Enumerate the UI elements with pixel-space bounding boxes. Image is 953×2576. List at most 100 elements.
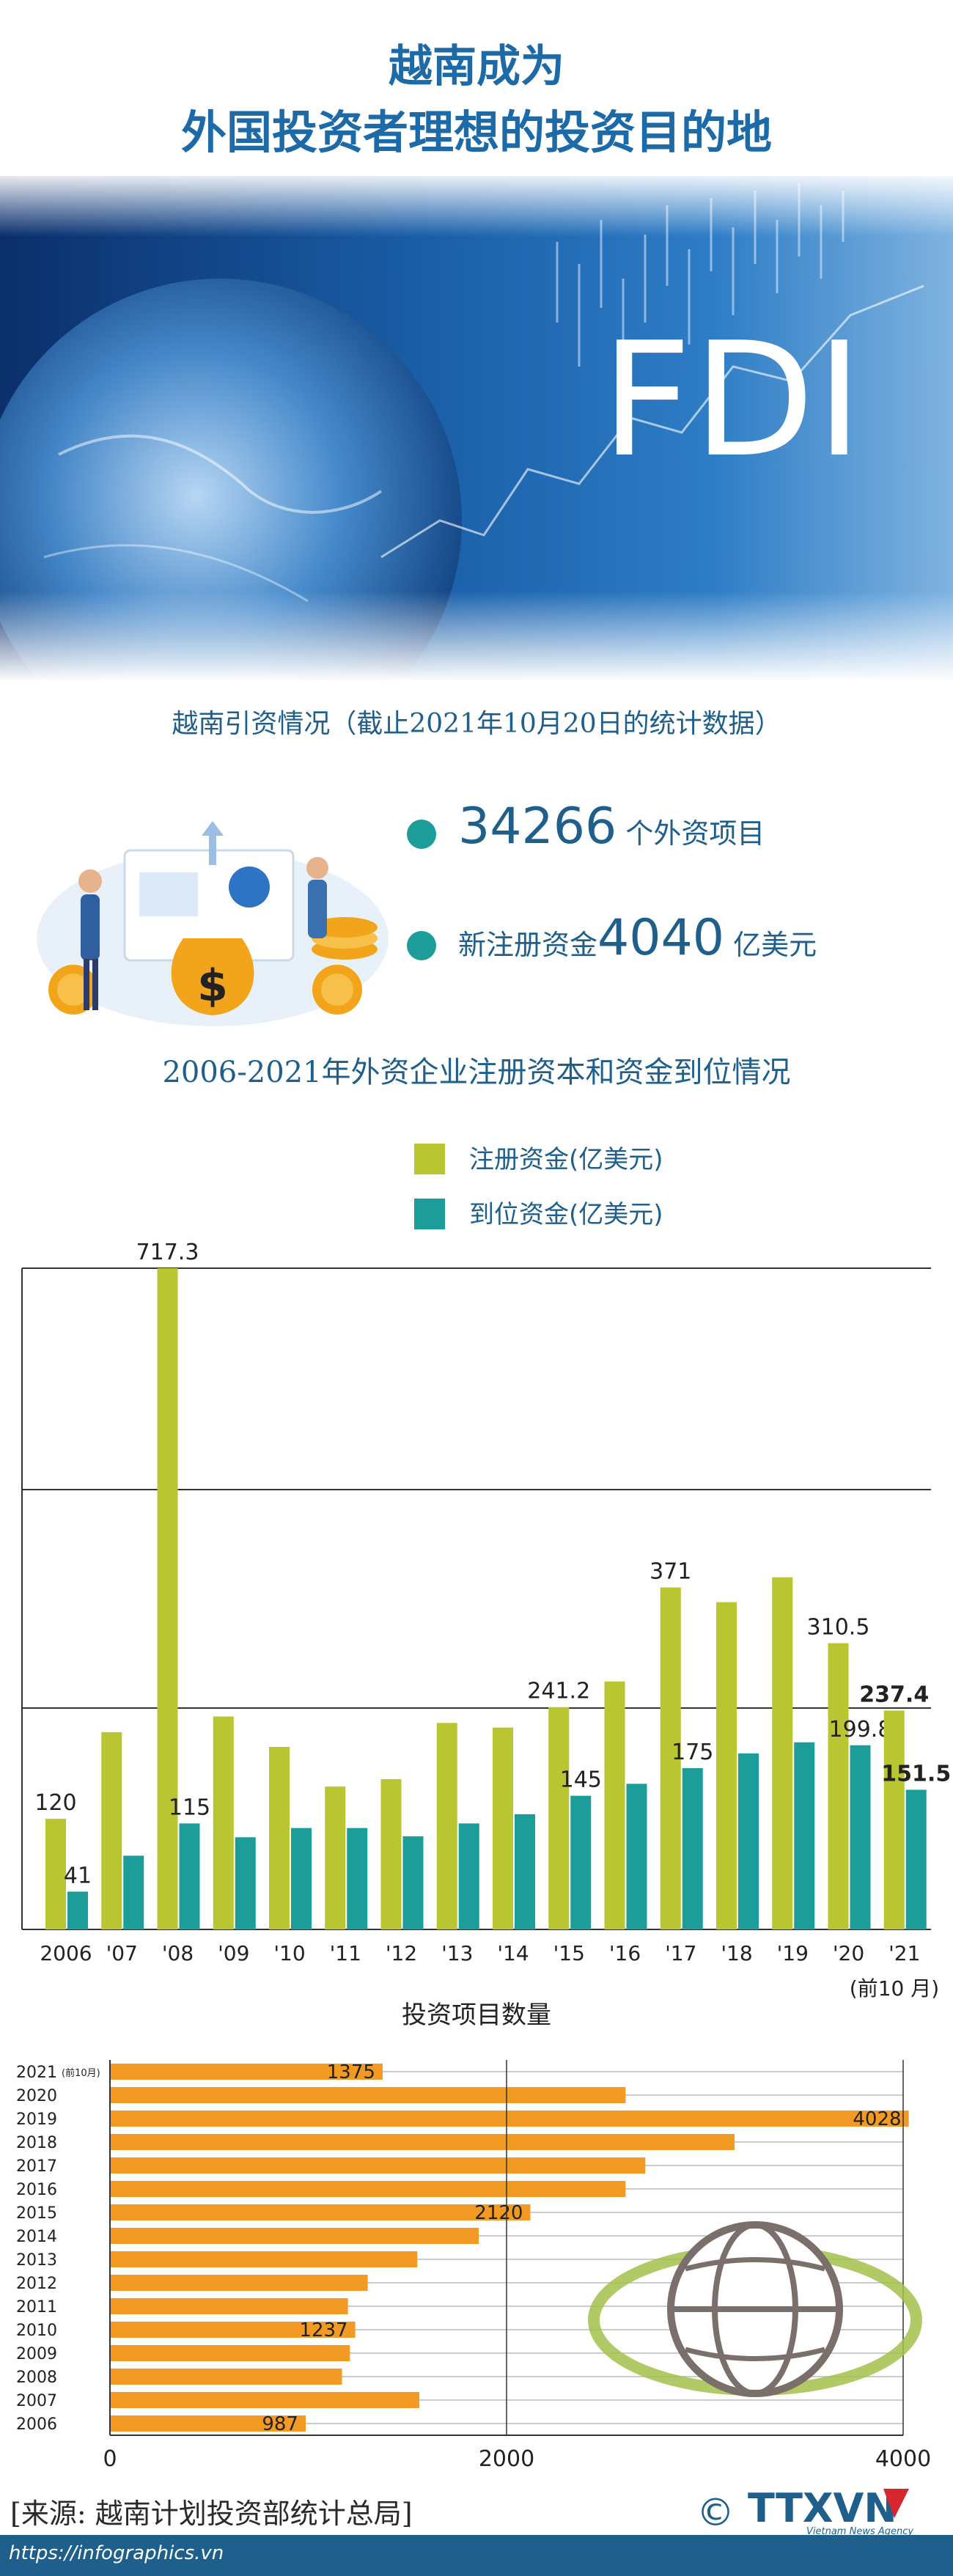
- project-bar: [110, 2369, 342, 2385]
- money-bag-icon: [171, 938, 254, 1015]
- page-title-line1: 越南成为: [389, 41, 564, 92]
- stat-capital: 新注册资金4040 亿美元: [407, 909, 935, 975]
- capital-prefix: 新注册资金: [458, 929, 598, 961]
- investment-illustration: $: [37, 821, 389, 1026]
- bar-registered: [604, 1681, 625, 1929]
- bar-disbursed: [850, 1745, 871, 1929]
- project-bar: [110, 2415, 306, 2432]
- registered-disbursed-bar-chart: 注册资金(亿美元) 到位资金(亿美元) 120 41 2006 '07 717.3 115 '0…: [21, 1144, 951, 2001]
- project-bar: [110, 2345, 350, 2361]
- x-tick-label: '21: [888, 1941, 920, 1965]
- y-tick-label: 2008: [16, 2369, 57, 2387]
- data-label: 1237: [299, 2319, 347, 2341]
- bar-disbursed: [905, 1789, 927, 1929]
- x-tick-label: '18: [721, 1941, 752, 1965]
- y-tick-label: 2018: [16, 2134, 57, 2152]
- data-label: 310.5: [807, 1615, 870, 1641]
- project-bar: [110, 2251, 418, 2267]
- project-bar: [110, 2157, 646, 2174]
- project-chart-title: 投资项目数量: [402, 2001, 551, 2030]
- bar-disbursed: [682, 1767, 703, 1929]
- y-tick-label: 2009: [16, 2345, 57, 2363]
- project-bar: [110, 2204, 531, 2220]
- y-tick-label: 2017: [16, 2157, 57, 2176]
- data-label: 987: [262, 2413, 298, 2435]
- stats-heading: 越南引资情况（截止2021年10月20日的统计数据）: [172, 709, 781, 739]
- bar-registered: [101, 1732, 122, 1929]
- x-tick-label: 4000: [875, 2446, 931, 2472]
- y-tick-label: 2006: [16, 2415, 57, 2434]
- data-label: 371: [650, 1559, 691, 1584]
- person-icon: [81, 894, 100, 960]
- y-tick-label: 2012: [16, 2275, 57, 2293]
- x-tick-label: '13: [441, 1941, 473, 1965]
- x-tick-label: '19: [777, 1941, 809, 1965]
- data-label: 175: [671, 1740, 713, 1765]
- data-label: 241.2: [527, 1679, 590, 1704]
- ttxvn-logo: © TTXVN Vietnam News Agency: [696, 2485, 913, 2536]
- bar-registered: [493, 1727, 513, 1929]
- footer-bar: https://infographics.vn: [0, 2535, 953, 2576]
- x-tick-label: '20: [833, 1941, 864, 1965]
- bar-disbursed: [235, 1837, 256, 1929]
- x-tick-label: '08: [162, 1941, 194, 1965]
- bar-disbursed: [179, 1823, 200, 1929]
- bar-registered: [883, 1710, 905, 1929]
- data-label: 2120: [474, 2202, 523, 2224]
- data-label: 145: [560, 1767, 602, 1793]
- y-tick-label: 2010: [16, 2322, 57, 2340]
- hero-image: [0, 176, 953, 682]
- x-tick-label: '11: [330, 1941, 361, 1965]
- project-bar: [110, 2181, 626, 2197]
- x-tick-label: '15: [553, 1941, 585, 1965]
- data-label: 120: [34, 1790, 76, 1816]
- bar-registered: [45, 1819, 66, 1929]
- capital-unit: 亿美元: [724, 929, 817, 961]
- y-tick-label: 2016: [16, 2181, 57, 2199]
- bar-registered: [548, 1707, 570, 1929]
- bar-disbursed: [570, 1795, 592, 1929]
- project-bar: [110, 2275, 368, 2291]
- data-label: 115: [169, 1795, 210, 1820]
- x-tick-label: 0: [103, 2446, 117, 2472]
- data-label: 199.8: [829, 1717, 892, 1743]
- bar-registered: [213, 1716, 234, 1929]
- bar-chart-title: 2006-2021年外资企业注册资本和资金到位情况: [162, 1056, 791, 1089]
- svg-text:$: $: [197, 960, 228, 1012]
- globe-icon: [588, 2221, 922, 2397]
- y-tick-label: 2019: [16, 2111, 57, 2129]
- bar-registered: [380, 1779, 402, 1929]
- project-bar: [110, 2134, 735, 2150]
- y-tick-label: 2020: [16, 2087, 57, 2105]
- bar-disbursed: [626, 1784, 647, 1929]
- bar-disbursed: [738, 1753, 759, 1929]
- data-label: 4028: [853, 2108, 901, 2130]
- project-bar: [110, 2392, 419, 2408]
- bar-disbursed: [458, 1823, 479, 1929]
- data-label: 151.5: [881, 1761, 951, 1786]
- globe-parallel: [685, 2257, 825, 2272]
- hero-fdi-text: FDI: [601, 308, 864, 492]
- bullet-dot: [407, 931, 436, 960]
- bar-registered: [716, 1602, 737, 1929]
- y-tick-label: 2013: [16, 2251, 57, 2270]
- project-bar: [110, 2298, 348, 2314]
- project-bar: [110, 2064, 383, 2080]
- data-label: 237.4: [859, 1682, 929, 1707]
- y-tick-label: 2021: [16, 2064, 57, 2082]
- projects-value: 34266: [458, 798, 617, 855]
- stat-projects: 34266 个外资项目: [407, 798, 920, 864]
- bar-disbursed: [291, 1828, 312, 1929]
- footer-url: https://infographics.vn: [9, 2542, 224, 2564]
- data-label: 717.3: [136, 1240, 199, 1265]
- x-tick-label: 2006: [40, 1941, 92, 1965]
- x-tick-label: '14: [497, 1941, 529, 1965]
- x-tick-label: '16: [609, 1941, 641, 1965]
- bar-registered: [436, 1723, 457, 1929]
- x-tick-label: '12: [386, 1941, 417, 1965]
- globe-parallel: [685, 2347, 825, 2361]
- bullet-dot: [407, 820, 436, 849]
- bar-registered: [157, 1268, 178, 1929]
- bar-registered: [325, 1786, 346, 1929]
- bar-disbursed: [347, 1828, 368, 1929]
